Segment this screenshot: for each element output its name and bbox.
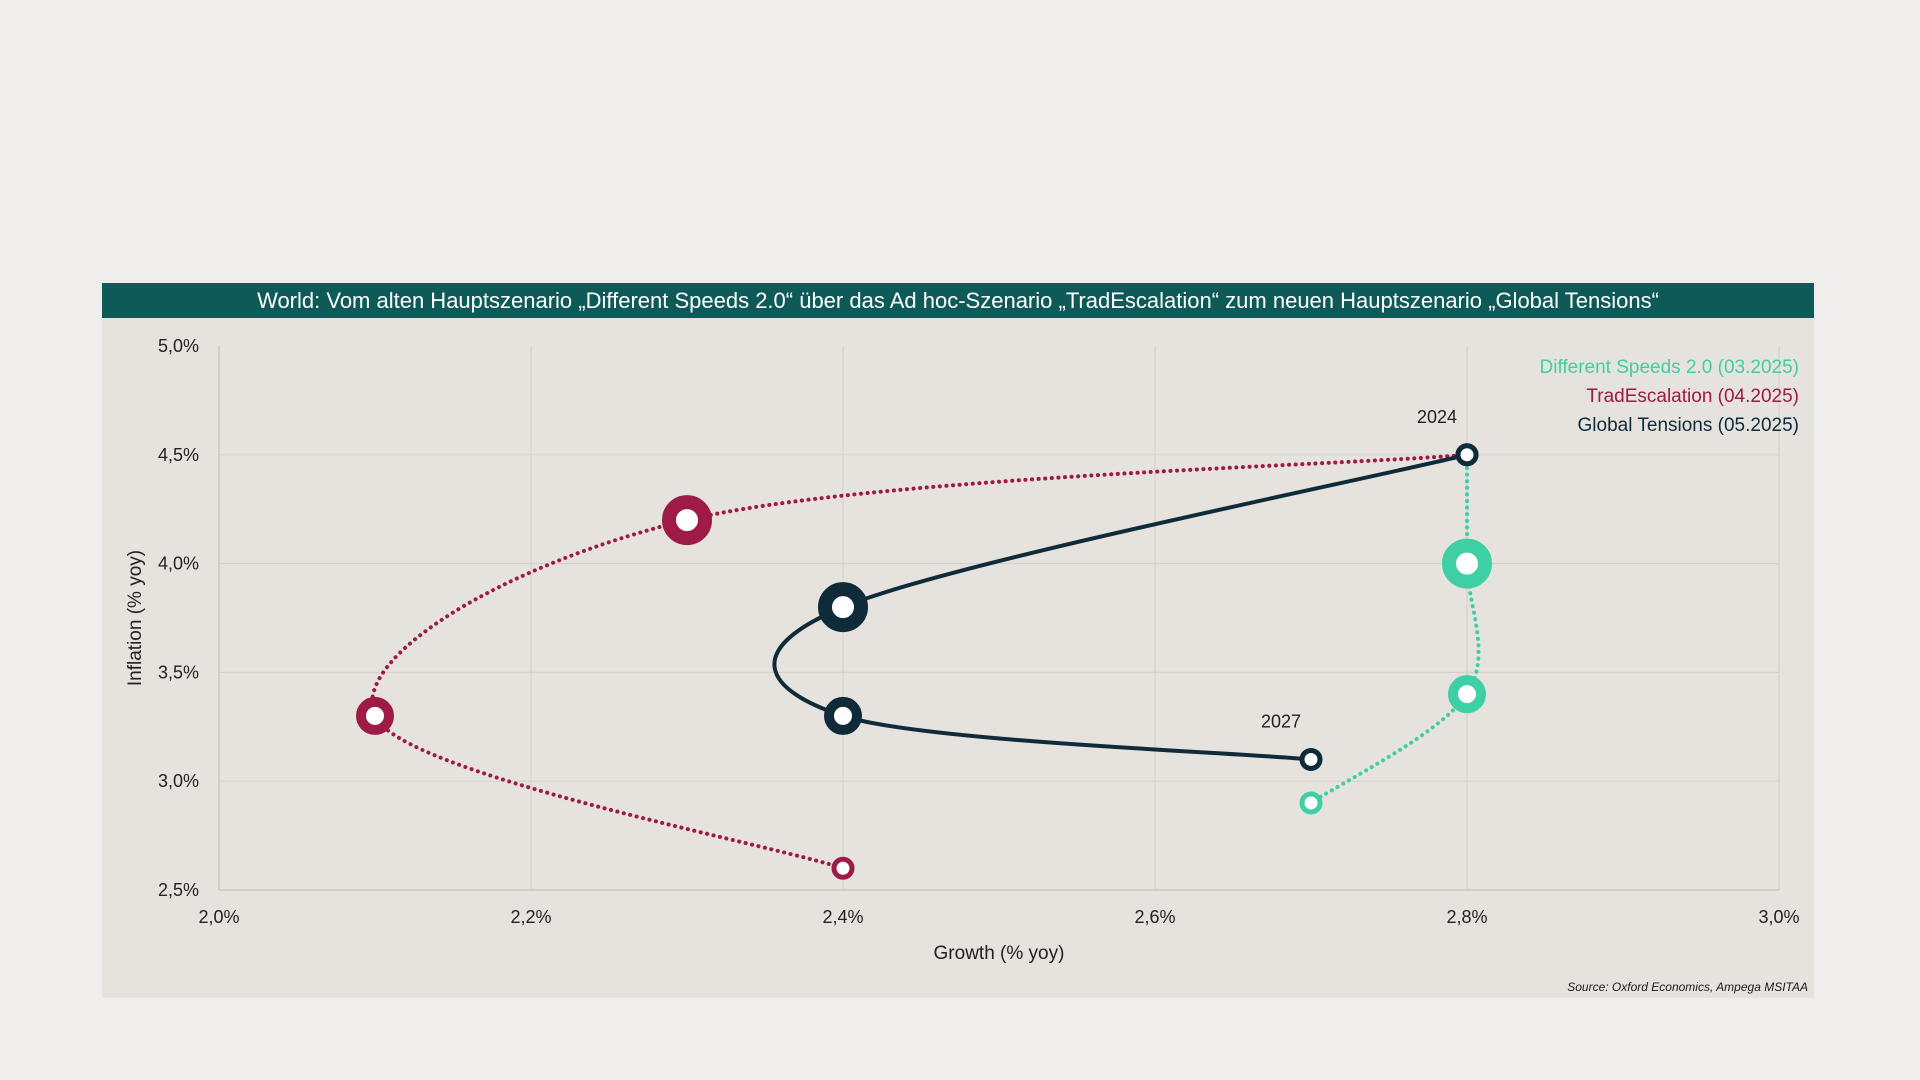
y-tick-label: 2,5% xyxy=(158,880,199,900)
x-tick-label: 2,4% xyxy=(822,907,863,927)
data-point-s2-p1 xyxy=(818,582,868,633)
x-tick-label: 3,0% xyxy=(1758,907,1799,927)
chart-panel: World: Vom alten Hauptszenario „Differen… xyxy=(102,283,1814,998)
legend-entry: Different Speeds 2.0 (03.2025) xyxy=(1540,357,1800,378)
year-annotation: 2027 xyxy=(1261,711,1301,731)
scatter-chart: 2,0% 2,2% 2,4% 2,6% 2,8% 3,0% 2,5% 3,0% 3,5% 4,0%… xyxy=(125,336,1800,964)
y-tick-label: 4,0% xyxy=(158,554,199,574)
x-tick-label: 2,2% xyxy=(510,907,551,927)
y-tick-label: 3,5% xyxy=(158,662,199,682)
y-tick-label: 5,0% xyxy=(158,336,199,356)
y-tick-label: 3,0% xyxy=(158,771,199,791)
legend-entry: TradEscalation (04.2025) xyxy=(1586,386,1799,407)
series-line-0 xyxy=(1309,452,1481,805)
series-line-1 xyxy=(370,452,1469,871)
data-point-s2-p2 xyxy=(824,696,862,735)
x-axis-title: Growth (% yoy) xyxy=(934,943,1065,964)
year-annotation: 2024 xyxy=(1417,407,1457,427)
data-point-s1-p3 xyxy=(831,856,855,880)
x-tick-label: 2,6% xyxy=(1134,907,1175,927)
data-point-s1-p2 xyxy=(356,696,394,735)
data-point-s2-p3 xyxy=(1299,747,1323,771)
legend-entry: Global Tensions (05.2025) xyxy=(1578,415,1799,436)
data-point-s2-p0 xyxy=(1455,443,1479,467)
data-point-s0-p2 xyxy=(1448,675,1486,714)
data-point-s0-p3 xyxy=(1299,791,1323,815)
data-point-s0-p1 xyxy=(1442,538,1492,589)
source-note: Source: Oxford Economics, Ampega MSITAA xyxy=(1567,980,1808,994)
y-axis-title: Inflation (% yoy) xyxy=(125,550,146,686)
x-tick-label: 2,8% xyxy=(1446,907,1487,927)
chart-title: World: Vom alten Hauptszenario „Differen… xyxy=(102,283,1814,318)
data-point-s1-p1 xyxy=(662,495,712,546)
y-tick-label: 4,5% xyxy=(158,445,199,465)
x-tick-label: 2,0% xyxy=(198,907,239,927)
series-line-2 xyxy=(772,452,1469,762)
